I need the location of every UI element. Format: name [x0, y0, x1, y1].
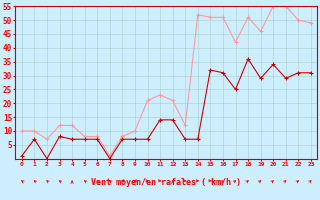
X-axis label: Vent moyen/en rafales ( km/h ): Vent moyen/en rafales ( km/h ) — [92, 178, 241, 187]
